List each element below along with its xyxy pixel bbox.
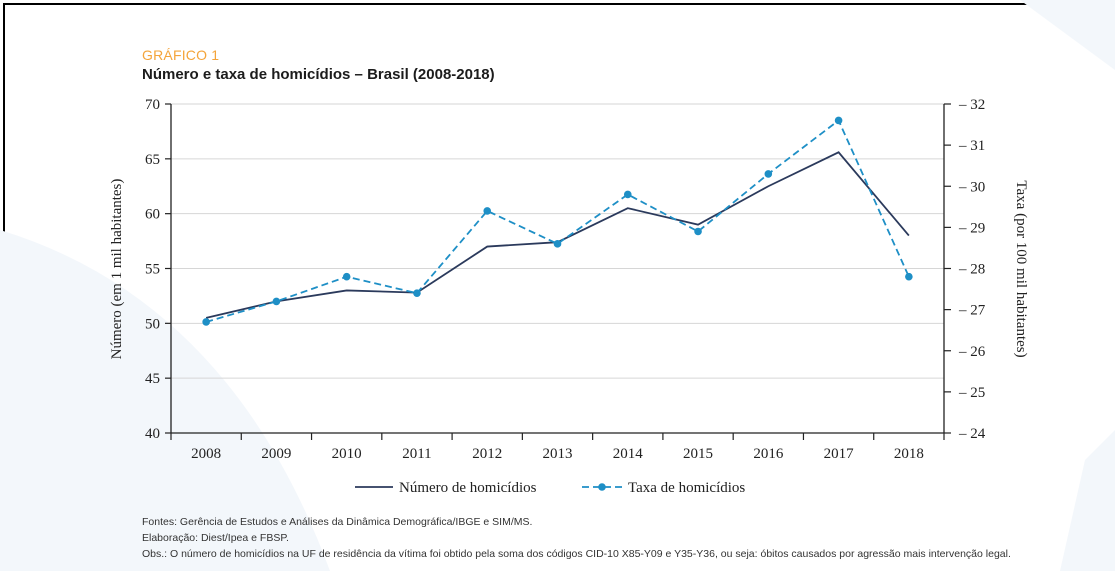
- x-tick-label: 2010: [332, 446, 362, 462]
- series: [202, 116, 913, 326]
- x-tick-label: 2011: [402, 446, 431, 462]
- data-point-taxa: [413, 289, 421, 297]
- data-point-taxa: [764, 170, 773, 178]
- y2-tick-label: – 27: [958, 303, 986, 319]
- x-tick-label: 2008: [191, 446, 221, 462]
- y2-tick-label: – 32: [958, 97, 985, 113]
- x-tick-label: 2013: [543, 446, 573, 462]
- figure-label: GRÁFICO 1: [142, 47, 220, 63]
- data-point-taxa: [483, 207, 492, 215]
- y-tick-label: 40: [145, 426, 160, 442]
- y-tick-label: 60: [145, 207, 160, 223]
- legend-marker-taxa: [598, 483, 606, 491]
- x-tick-label: 2018: [894, 446, 924, 462]
- figure-title: Número e taxa de homicídios – Brasil (20…: [142, 66, 495, 83]
- y-tick-label: 45: [145, 371, 160, 387]
- notes-elaboration: Elaboração: Diest/Ipea e FBSP.: [142, 532, 289, 544]
- legend-label-taxa: Taxa de homicídios: [628, 480, 745, 496]
- notes-obs: Obs.: O número de homicídios na UF de re…: [142, 548, 1011, 560]
- y2-tick-label: – 25: [958, 385, 985, 401]
- y2-tick-label: – 26: [958, 344, 986, 360]
- x-tick-label: 2016: [753, 446, 784, 462]
- x-tick-label: 2009: [261, 446, 291, 462]
- x-tick-label: 2012: [472, 446, 502, 462]
- series-line-taxa: [205, 119, 910, 323]
- y-tick-label: 70: [145, 97, 160, 113]
- notes-sources: Fontes: Gerência de Estudos e Análises d…: [142, 516, 533, 528]
- gridlines: [171, 103, 944, 379]
- y2-tick-label: – 24: [958, 426, 986, 442]
- y-tick-label: 55: [145, 262, 160, 278]
- y-tick-label: 65: [145, 152, 160, 168]
- data-point-taxa: [342, 272, 351, 281]
- legend-label-numero: Número de homicídios: [399, 480, 537, 496]
- y2-tick-label: – 30: [958, 179, 985, 195]
- y-tick-label: 50: [145, 316, 160, 332]
- x-tick-label: 2015: [683, 446, 713, 462]
- x-tick-label: 2017: [824, 446, 855, 462]
- data-point-taxa: [694, 227, 702, 236]
- y2-tick-label: – 28: [958, 262, 985, 278]
- y2-axis-label: Taxa (por 100 mil habitantes): [1013, 180, 1029, 357]
- y2-tick-label: – 31: [958, 138, 985, 154]
- x-tick-label: 2014: [613, 446, 644, 462]
- data-point-taxa: [202, 318, 210, 326]
- ticks: 40 45 50 55 60 65 70 – 24 – 25 – 26 – 27 – 28 – 29 – …: [145, 97, 986, 462]
- data-point-taxa: [553, 240, 562, 248]
- y2-tick-label: – 29: [958, 220, 985, 236]
- data-point-taxa: [834, 116, 843, 125]
- data-point-taxa: [623, 190, 632, 199]
- data-point-taxa: [905, 272, 913, 281]
- y-axis-label: Número (em 1 mil habitantes): [109, 179, 125, 360]
- series-line-numero: [205, 151, 910, 319]
- data-point-taxa: [272, 297, 281, 306]
- legend: Número de homicídios Taxa de homicídios: [355, 480, 745, 496]
